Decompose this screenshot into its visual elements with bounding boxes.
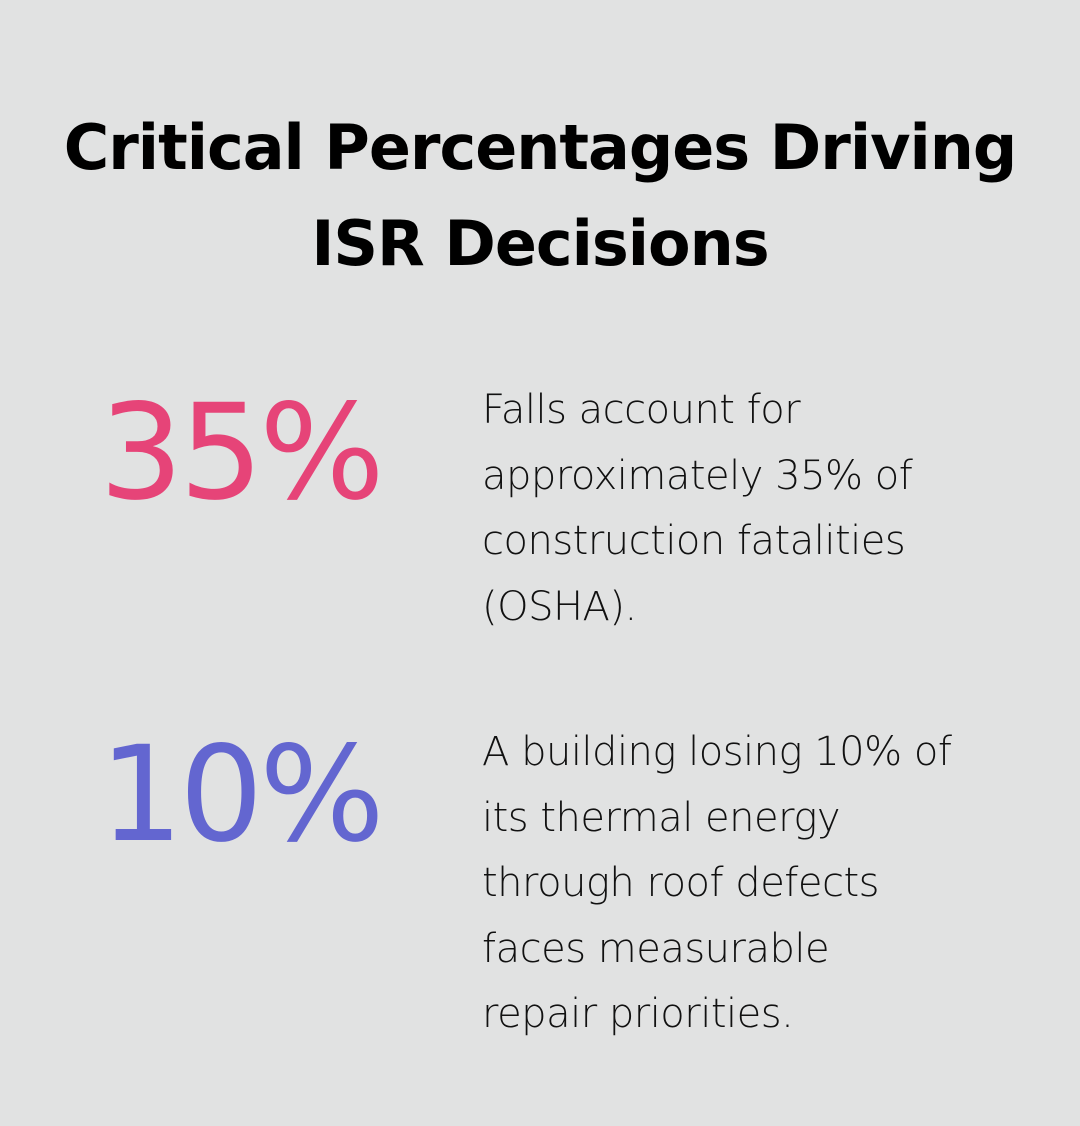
stat-description-line: approximately 35% of: [482, 452, 913, 499]
stat-description-line: through roof defects: [482, 860, 880, 906]
stat-description-line: its thermal energy: [482, 794, 841, 841]
stat-description-line: Falls account for: [482, 387, 801, 433]
stat-value-10-percent: 10%: [99, 718, 384, 872]
page-title-line-2: ISR Decisions: [311, 207, 769, 280]
stat-description-falls: Falls account for approximately 35% of c…: [482, 378, 1042, 640]
stat-value-35-percent: 35%: [99, 376, 384, 530]
page-title: Critical Percentages Driving ISR Decisio…: [0, 100, 1080, 292]
stat-description-line: (OSHA).: [482, 583, 637, 630]
stat-description-line: construction fatalities: [482, 518, 906, 564]
stat-block-falls: 35% Falls account for approximately 35% …: [0, 378, 1080, 638]
stat-description-thermal-energy: A building losing 10% of its thermal ene…: [482, 720, 1042, 1048]
stat-description-line: faces measurable: [482, 925, 830, 972]
stat-block-thermal-energy: 10% A building losing 10% of its thermal…: [0, 720, 1080, 1050]
stat-description-line: A building losing 10% of: [482, 729, 952, 775]
page-title-line-1: Critical Percentages Driving: [63, 111, 1018, 184]
stat-description-line: repair priorities.: [482, 991, 794, 1037]
